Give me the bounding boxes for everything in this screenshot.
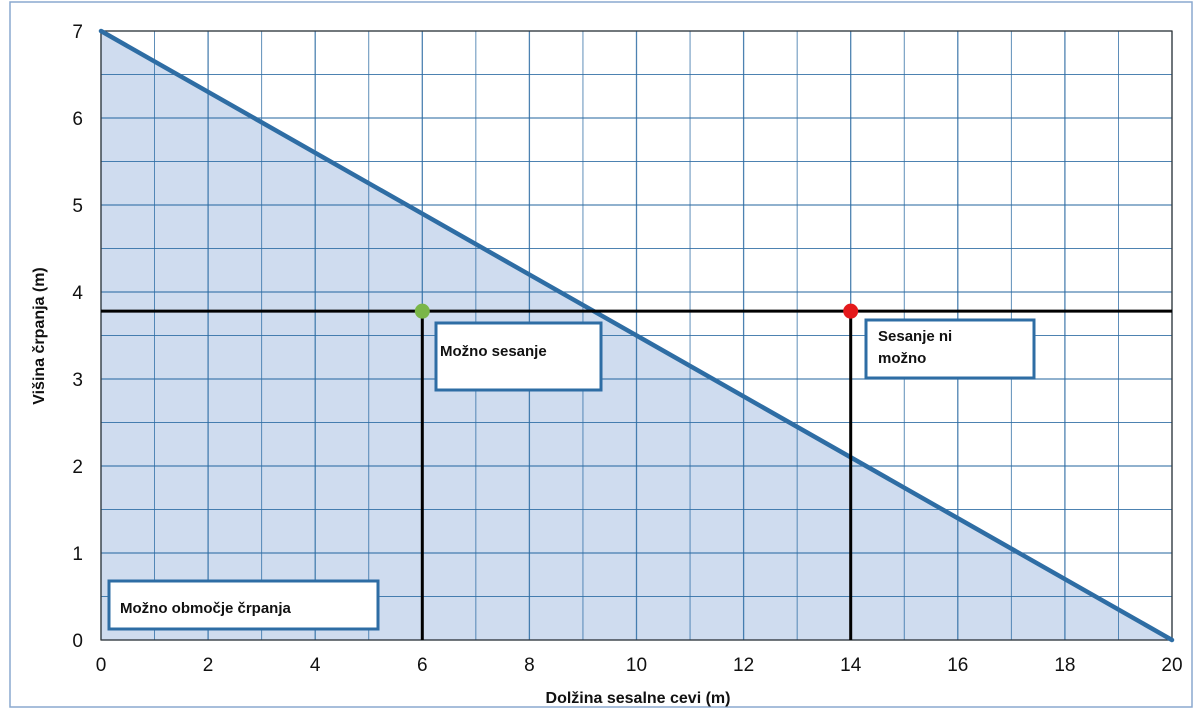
x-tick-label: 20 [1161,655,1182,676]
data-point [843,303,859,319]
annotation-box [107,579,380,631]
annotation-line: možno [878,350,926,367]
y-tick-label: 4 [72,283,83,304]
y-axis-title: Višina črpanja (m) [31,267,48,405]
annotation-label: Sesanje ni možno [878,328,952,367]
y-tick-label: 5 [72,196,83,217]
x-tick-label: 8 [524,655,535,676]
annotation-line: Sesanje ni [878,328,952,345]
figure-border [9,1,1193,708]
x-tick-label: 0 [96,655,107,676]
x-tick-label: 2 [203,655,214,676]
x-tick-label: 10 [626,655,647,676]
x-tick-label: 4 [310,655,321,676]
x-tick-label: 14 [840,655,862,676]
y-tick-label: 0 [72,631,83,652]
y-tick-label: 7 [72,22,83,43]
x-tick-label: 18 [1054,655,1075,676]
x-tick-label: 16 [947,655,968,676]
x-axis-title: Dolžina sesalne cevi (m) [546,690,731,707]
annotation-label: Možno območje črpanja [120,600,292,617]
data-point [414,303,430,319]
series-line [98,28,1175,643]
x-tick-label: 6 [417,655,428,676]
annotation-line: Možno sesanje [440,343,547,360]
y-tick-label: 3 [72,370,83,391]
annotation-box [864,318,1036,380]
annotation-label: Možno sesanje [440,343,547,360]
y-tick-label: 2 [72,457,83,478]
x-tick-label: 12 [733,655,754,676]
annotation-line: Možno območje črpanja [120,600,292,617]
y-tick-label: 1 [72,544,83,565]
annotation-box [434,321,603,392]
y-tick-label: 6 [72,109,83,130]
plot-border [100,30,1173,641]
